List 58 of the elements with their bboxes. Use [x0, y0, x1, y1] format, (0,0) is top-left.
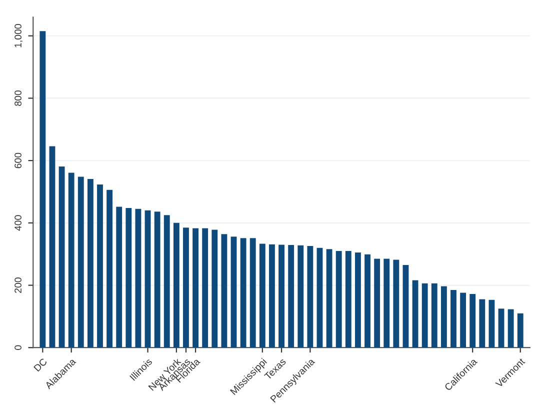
- bar: [422, 283, 428, 348]
- bar: [307, 246, 314, 348]
- x-tick-label: DC: [33, 358, 48, 372]
- bar: [508, 309, 514, 348]
- y-tick-label: 400: [14, 215, 22, 231]
- bar: [374, 258, 380, 348]
- bar: [87, 178, 94, 348]
- bar: [336, 250, 342, 348]
- bar: [450, 290, 456, 348]
- bar: [240, 238, 246, 348]
- bar: [498, 308, 504, 348]
- bar: [40, 31, 46, 348]
- bar: [288, 245, 294, 348]
- y-tick-label: 200: [14, 278, 22, 293]
- bar: [278, 244, 284, 348]
- bar: [126, 208, 132, 348]
- bar: [192, 228, 198, 348]
- bar: [412, 280, 418, 348]
- bar: [154, 212, 160, 348]
- bar: [221, 234, 228, 348]
- bar: [116, 206, 122, 348]
- bar: [488, 300, 495, 348]
- y-tick-label: 800: [14, 90, 22, 106]
- y-tick-label: 600: [14, 152, 22, 168]
- bar: [78, 176, 84, 348]
- bar: [259, 244, 266, 348]
- bar: [97, 184, 103, 348]
- bar: [354, 252, 361, 348]
- bar: [202, 228, 208, 348]
- bar: [135, 208, 142, 348]
- bar: [345, 250, 352, 348]
- bar: [393, 260, 400, 348]
- bar: [183, 228, 189, 348]
- bar: [250, 238, 256, 348]
- bar: [460, 292, 466, 348]
- y-tick-label: 0: [14, 345, 22, 350]
- bar: [431, 283, 438, 348]
- bar: [316, 248, 323, 348]
- bar: [470, 294, 476, 348]
- bar: [269, 244, 275, 348]
- bar: [230, 236, 237, 348]
- y-tick-label: 1,000: [14, 24, 23, 48]
- bar: [164, 215, 170, 348]
- bar: [68, 172, 74, 348]
- bar: [58, 166, 65, 348]
- bar: [173, 222, 180, 348]
- bar: [298, 245, 304, 348]
- bar: [440, 286, 447, 348]
- bar: [402, 264, 409, 348]
- bar: [479, 299, 486, 348]
- bar: [144, 210, 151, 348]
- bar: [517, 313, 524, 348]
- bar: [326, 249, 332, 348]
- bar: [384, 258, 390, 348]
- bar: [364, 254, 370, 348]
- bar: [49, 146, 56, 348]
- bar: [106, 190, 113, 348]
- bar: [212, 230, 218, 348]
